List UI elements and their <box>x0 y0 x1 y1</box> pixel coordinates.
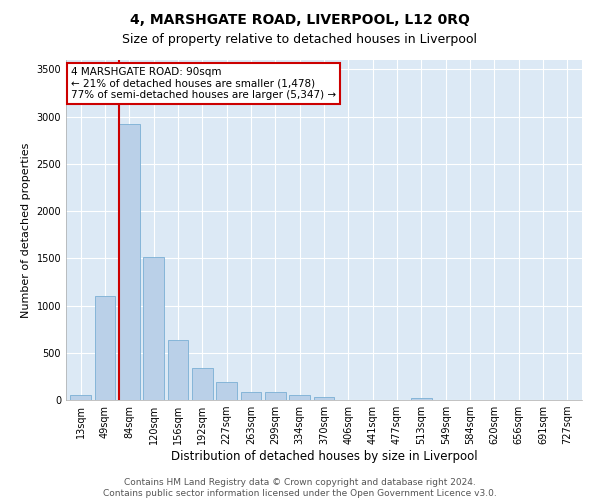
Y-axis label: Number of detached properties: Number of detached properties <box>21 142 31 318</box>
Text: Contains HM Land Registry data © Crown copyright and database right 2024.
Contai: Contains HM Land Registry data © Crown c… <box>103 478 497 498</box>
Bar <box>411 398 432 400</box>
Bar <box>70 396 91 400</box>
Bar <box>95 296 115 400</box>
Bar <box>289 395 310 400</box>
Bar <box>216 382 237 400</box>
Bar <box>265 392 286 400</box>
Bar <box>241 392 262 400</box>
Text: Size of property relative to detached houses in Liverpool: Size of property relative to detached ho… <box>122 32 478 46</box>
Bar <box>119 124 140 400</box>
Text: 4 MARSHGATE ROAD: 90sqm
← 21% of detached houses are smaller (1,478)
77% of semi: 4 MARSHGATE ROAD: 90sqm ← 21% of detache… <box>71 67 336 100</box>
Bar <box>314 396 334 400</box>
Bar <box>167 340 188 400</box>
Bar <box>143 258 164 400</box>
Text: 4, MARSHGATE ROAD, LIVERPOOL, L12 0RQ: 4, MARSHGATE ROAD, LIVERPOOL, L12 0RQ <box>130 12 470 26</box>
X-axis label: Distribution of detached houses by size in Liverpool: Distribution of detached houses by size … <box>170 450 478 463</box>
Bar <box>192 368 212 400</box>
